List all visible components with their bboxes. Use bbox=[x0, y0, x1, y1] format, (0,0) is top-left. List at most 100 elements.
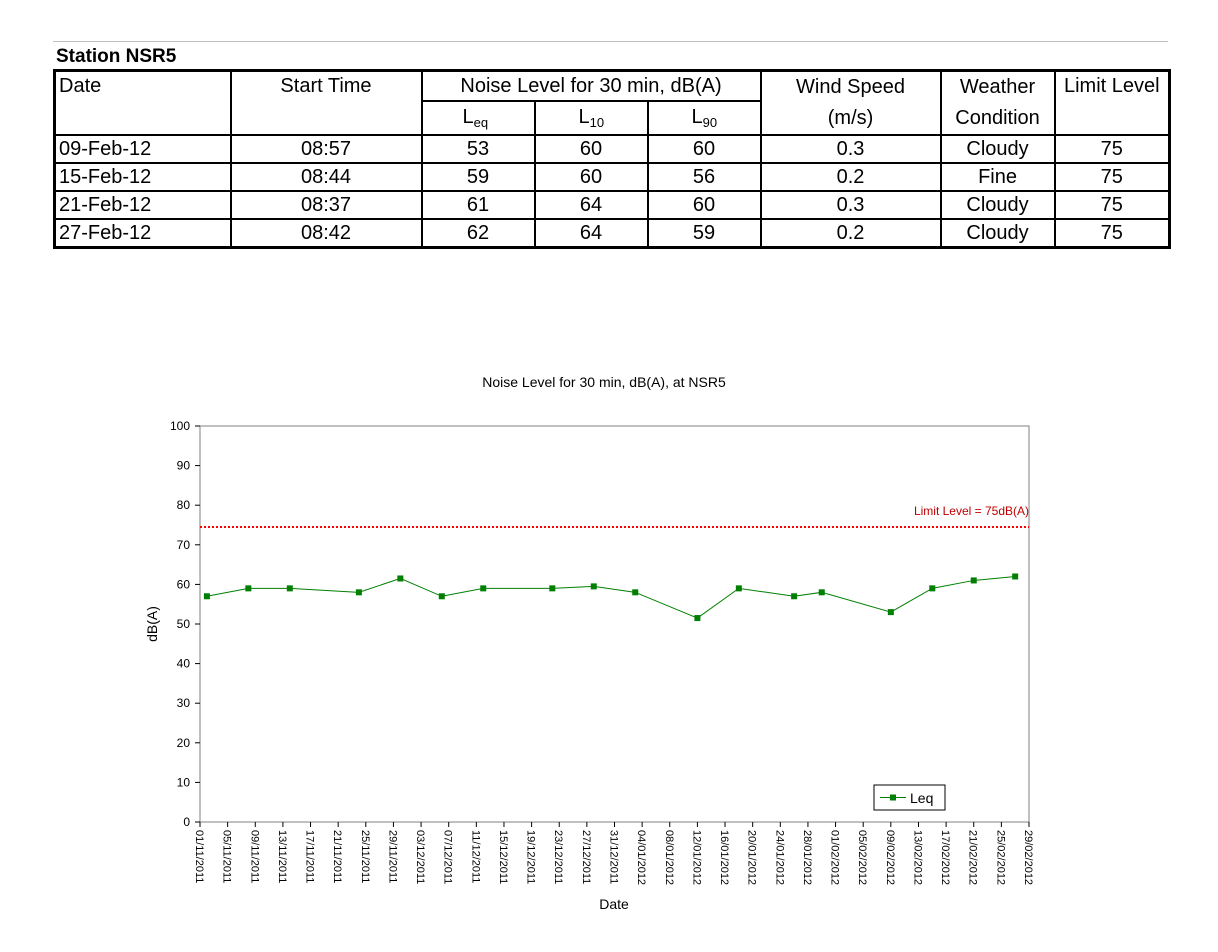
x-tick-label: 12/01/2012 bbox=[690, 830, 702, 885]
x-tick-label: 31/12/2011 bbox=[608, 830, 620, 884]
x-tick-label: 17/11/2011 bbox=[304, 830, 316, 883]
cell-l10: 64 bbox=[533, 218, 649, 249]
cell-wind-speed: 0.3 bbox=[759, 134, 942, 164]
cell-start-time: 08:57 bbox=[229, 134, 423, 164]
x-tick-label: 27/12/2011 bbox=[580, 830, 592, 884]
x-tick-label: 16/01/2012 bbox=[718, 830, 730, 885]
legend-square-marker bbox=[890, 794, 896, 801]
cell-leq: 61 bbox=[420, 190, 536, 220]
cell-wind-speed: 0.2 bbox=[759, 218, 942, 249]
table-row: 09-Feb-12 08:57 53 60 60 0.3 Cloudy 75 bbox=[53, 134, 1171, 164]
cell-l10: 64 bbox=[533, 190, 649, 220]
header-limit-level: Limit Level bbox=[1053, 69, 1171, 136]
x-tick-label: 20/01/2012 bbox=[746, 830, 758, 885]
data-point bbox=[397, 575, 404, 582]
x-tick-label: 13/11/2011 bbox=[276, 830, 288, 883]
x-tick-label: 24/01/2012 bbox=[773, 830, 785, 885]
data-point bbox=[1012, 573, 1019, 580]
station-title: Station NSR5 bbox=[53, 41, 1168, 69]
header-l10-main: L bbox=[578, 106, 590, 128]
table-row: 21-Feb-12 08:37 61 64 60 0.3 Cloudy 75 bbox=[53, 190, 1171, 220]
header-weather: Weather bbox=[939, 69, 1056, 101]
legend-label-leq: Leq bbox=[910, 790, 933, 806]
header-date: Date bbox=[53, 69, 232, 136]
header-l10: L10 bbox=[533, 100, 649, 136]
cell-weather: Cloudy bbox=[939, 134, 1056, 164]
data-point bbox=[970, 577, 977, 584]
plot-area bbox=[199, 425, 1030, 823]
cell-date: 09-Feb-12 bbox=[53, 134, 232, 164]
data-point bbox=[694, 615, 701, 622]
x-tick-label: 03/12/2011 bbox=[414, 830, 426, 884]
cell-l90: 56 bbox=[646, 162, 762, 192]
x-tick-label: 21/02/2012 bbox=[967, 830, 979, 885]
cell-l90: 59 bbox=[646, 218, 762, 249]
header-l90-main: L bbox=[691, 106, 703, 128]
cell-limit: 75 bbox=[1053, 134, 1171, 164]
header-leq-main: L bbox=[462, 106, 474, 128]
y-tick-label: 40 bbox=[177, 657, 191, 671]
series-line-leq bbox=[206, 575, 1016, 619]
x-tick-label: 05/02/2012 bbox=[856, 830, 868, 885]
noise-chart: Noise Level for 30 min, dB(A), at NSR5 0… bbox=[144, 374, 1034, 912]
data-point bbox=[590, 583, 597, 590]
data-point bbox=[438, 593, 445, 600]
cell-limit: 75 bbox=[1053, 218, 1171, 249]
cell-weather: Cloudy bbox=[939, 190, 1056, 220]
x-tick-label: 04/01/2012 bbox=[635, 830, 647, 885]
data-point bbox=[549, 585, 556, 592]
cell-l90: 60 bbox=[646, 190, 762, 220]
x-tick-label: 09/11/2011 bbox=[248, 830, 260, 883]
x-tick-label: 23/12/2011 bbox=[552, 830, 564, 884]
x-tick-label: 19/12/2011 bbox=[525, 830, 537, 884]
data-point bbox=[818, 589, 825, 596]
x-tick-label: 21/11/2011 bbox=[331, 830, 343, 883]
cell-l10: 60 bbox=[533, 134, 649, 164]
header-weather-condition: Condition bbox=[939, 101, 1056, 136]
data-point bbox=[480, 585, 487, 592]
data-point bbox=[791, 593, 798, 600]
data-point bbox=[203, 593, 210, 600]
cell-wind-speed: 0.3 bbox=[759, 190, 942, 220]
limit-level-label: Limit Level = 75dB(A) bbox=[914, 504, 1029, 518]
cell-leq: 62 bbox=[420, 218, 536, 249]
table-row: 27-Feb-12 08:42 62 64 59 0.2 Cloudy 75 bbox=[53, 218, 1171, 249]
y-tick-label: 50 bbox=[177, 617, 191, 631]
data-point bbox=[355, 589, 362, 596]
y-tick-label: 10 bbox=[177, 775, 191, 789]
legend: Leq bbox=[873, 784, 946, 811]
header-l90-sub: 90 bbox=[702, 115, 718, 130]
x-tick-label: 11/12/2011 bbox=[469, 830, 481, 883]
x-axis: 01/11/2011 05/11/2011 09/11/2011 13/11/2011… bbox=[193, 822, 1034, 885]
y-axis-label: dB(A) bbox=[144, 606, 160, 642]
y-tick-label: 0 bbox=[183, 815, 190, 829]
cell-leq: 53 bbox=[420, 134, 536, 164]
data-point bbox=[887, 609, 894, 616]
cell-limit: 75 bbox=[1053, 190, 1171, 220]
y-tick-label: 80 bbox=[177, 498, 191, 512]
x-tick-label: 13/02/2012 bbox=[911, 830, 923, 885]
cell-limit: 75 bbox=[1053, 162, 1171, 192]
cell-start-time: 08:44 bbox=[229, 162, 423, 192]
station-table-block: Station NSR5 Date Start Time Noise Level… bbox=[53, 41, 1172, 249]
cell-wind-speed: 0.2 bbox=[759, 162, 942, 192]
y-tick-label: 70 bbox=[177, 538, 191, 552]
x-tick-label: 17/02/2012 bbox=[939, 830, 951, 885]
header-leq: Leq bbox=[420, 100, 536, 136]
header-start-time: Start Time bbox=[229, 69, 423, 136]
y-tick-label: 100 bbox=[170, 419, 190, 433]
y-tick-label: 90 bbox=[177, 459, 191, 473]
x-tick-label: 09/02/2012 bbox=[884, 830, 896, 885]
cell-l10: 60 bbox=[533, 162, 649, 192]
header-l90: L90 bbox=[646, 100, 762, 136]
header-l10-sub: 10 bbox=[589, 115, 605, 130]
x-tick-label: 29/02/2012 bbox=[1022, 830, 1034, 885]
x-tick-label: 25/02/2012 bbox=[994, 830, 1006, 885]
x-tick-label: 29/11/2011 bbox=[386, 830, 398, 883]
cell-l90: 60 bbox=[646, 134, 762, 164]
data-point bbox=[929, 585, 936, 592]
data-point bbox=[286, 585, 293, 592]
chart-title: Noise Level for 30 min, dB(A), at NSR5 bbox=[482, 374, 726, 390]
cell-weather: Fine bbox=[939, 162, 1056, 192]
x-tick-label: 01/02/2012 bbox=[829, 830, 841, 885]
